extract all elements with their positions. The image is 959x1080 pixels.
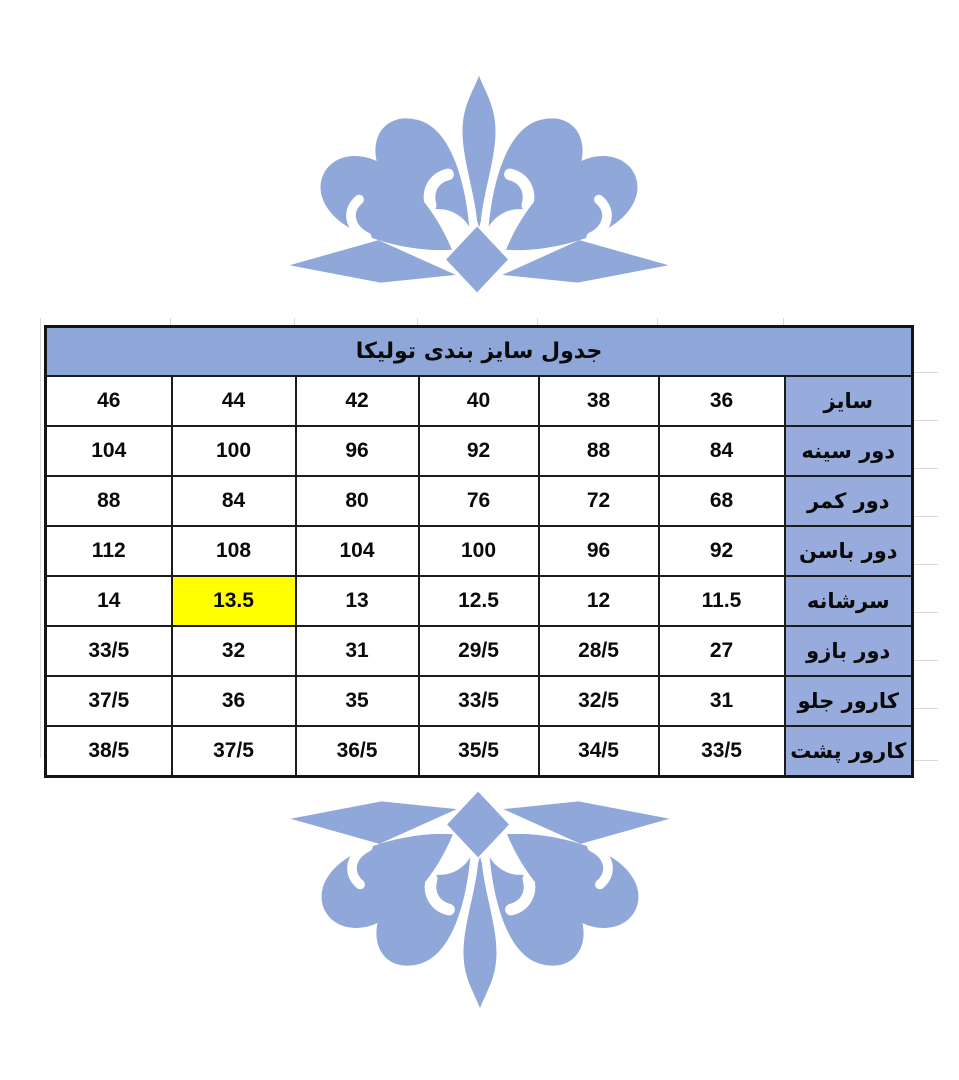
- table-cell: 14: [44, 575, 173, 627]
- table-cell: 68: [657, 475, 786, 527]
- ornament-spike: [462, 75, 496, 228]
- row-label-hip: دور باسن: [783, 525, 914, 577]
- floral-ornament-top: [289, 75, 675, 293]
- table-cell: 100: [417, 525, 540, 577]
- row-label-size: سایز: [783, 375, 914, 427]
- table-cell: 46: [44, 375, 173, 427]
- table-cell: 37/5: [170, 725, 297, 778]
- table-cell: 84: [657, 425, 786, 477]
- row-label-waist: دور کمر: [783, 475, 914, 527]
- table-cell: 88: [537, 425, 660, 477]
- table-row-hip: 112 108 104 100 96 92 دور باسن: [44, 525, 914, 577]
- table-cell: 31: [657, 675, 786, 727]
- table-cell: 36: [657, 375, 786, 427]
- table-cell: 100: [170, 425, 297, 477]
- table-cell: 35: [294, 675, 420, 727]
- table-cell: 35/5: [417, 725, 540, 778]
- table-cell: 32/5: [537, 675, 660, 727]
- table-cell: 29/5: [417, 625, 540, 677]
- row-label-chest: دور سینه: [783, 425, 914, 477]
- table-cell: 12: [537, 575, 660, 627]
- table-cell: 12.5: [417, 575, 540, 627]
- table-cell: 92: [417, 425, 540, 477]
- table-cell: 72: [537, 475, 660, 527]
- table-cell: 27: [657, 625, 786, 677]
- title-row: جدول سایز بندی تولیکا: [44, 325, 914, 377]
- row-label-front-width: کارور جلو: [783, 675, 914, 727]
- table-cell: 96: [294, 425, 420, 477]
- table-cell: 44: [170, 375, 297, 427]
- table-cell: 31: [294, 625, 420, 677]
- table-cell: 33/5: [44, 625, 173, 677]
- table-cell: 37/5: [44, 675, 173, 727]
- table-cell: 88: [44, 475, 173, 527]
- table-row-chest: 104 100 96 92 88 84 دور سینه: [44, 425, 914, 477]
- table-row-back-width: 38/5 37/5 36/5 35/5 34/5 33/5 کارور پشت: [44, 725, 914, 778]
- row-label-arm: دور بازو: [783, 625, 914, 677]
- table-cell: 112: [44, 525, 173, 577]
- table-row-arm: 33/5 32 31 29/5 28/5 27 دور بازو: [44, 625, 914, 677]
- table-cell-highlighted: 13.5: [170, 575, 297, 627]
- table-title: جدول سایز بندی تولیکا: [44, 325, 914, 377]
- size-table: جدول سایز بندی تولیکا 46 44 42 40 38 36 …: [44, 325, 915, 778]
- table-cell: 28/5: [537, 625, 660, 677]
- table-cell: 80: [294, 475, 420, 527]
- table-cell: 84: [170, 475, 297, 527]
- table-cell: 33/5: [657, 725, 786, 778]
- table-cell: 34/5: [537, 725, 660, 778]
- table-cell: 76: [417, 475, 540, 527]
- table-cell: 32: [170, 625, 297, 677]
- table-cell: 33/5: [417, 675, 540, 727]
- table-cell: 36: [170, 675, 297, 727]
- table-cell: 40: [417, 375, 540, 427]
- table-cell: 42: [294, 375, 420, 427]
- table-cell: 38/5: [44, 725, 173, 778]
- ornament-inner-leaf: [375, 118, 470, 227]
- floral-ornament-bottom: [284, 782, 676, 1014]
- table-row-waist: 88 84 80 76 72 68 دور کمر: [44, 475, 914, 527]
- table-cell: 96: [537, 525, 660, 577]
- table-row-size: 46 44 42 40 38 36 سایز: [44, 375, 914, 427]
- ornament-diamond: [446, 226, 508, 293]
- table-cell: 13: [294, 575, 420, 627]
- ornament-wing: [289, 240, 456, 283]
- row-label-back-width: کارور پشت: [783, 725, 914, 778]
- table-row-shoulder: 14 13.5 13 12.5 12 11.5 سرشانه: [44, 575, 914, 627]
- table-cell: 108: [170, 525, 297, 577]
- table-cell: 104: [44, 425, 173, 477]
- table-row-front-width: 37/5 36 35 33/5 32/5 31 کارور جلو: [44, 675, 914, 727]
- row-label-shoulder: سرشانه: [783, 575, 914, 627]
- table-cell: 92: [657, 525, 786, 577]
- table-cell: 11.5: [657, 575, 786, 627]
- table-cell: 104: [294, 525, 420, 577]
- table-cell: 36/5: [294, 725, 420, 778]
- table-cell: 38: [537, 375, 660, 427]
